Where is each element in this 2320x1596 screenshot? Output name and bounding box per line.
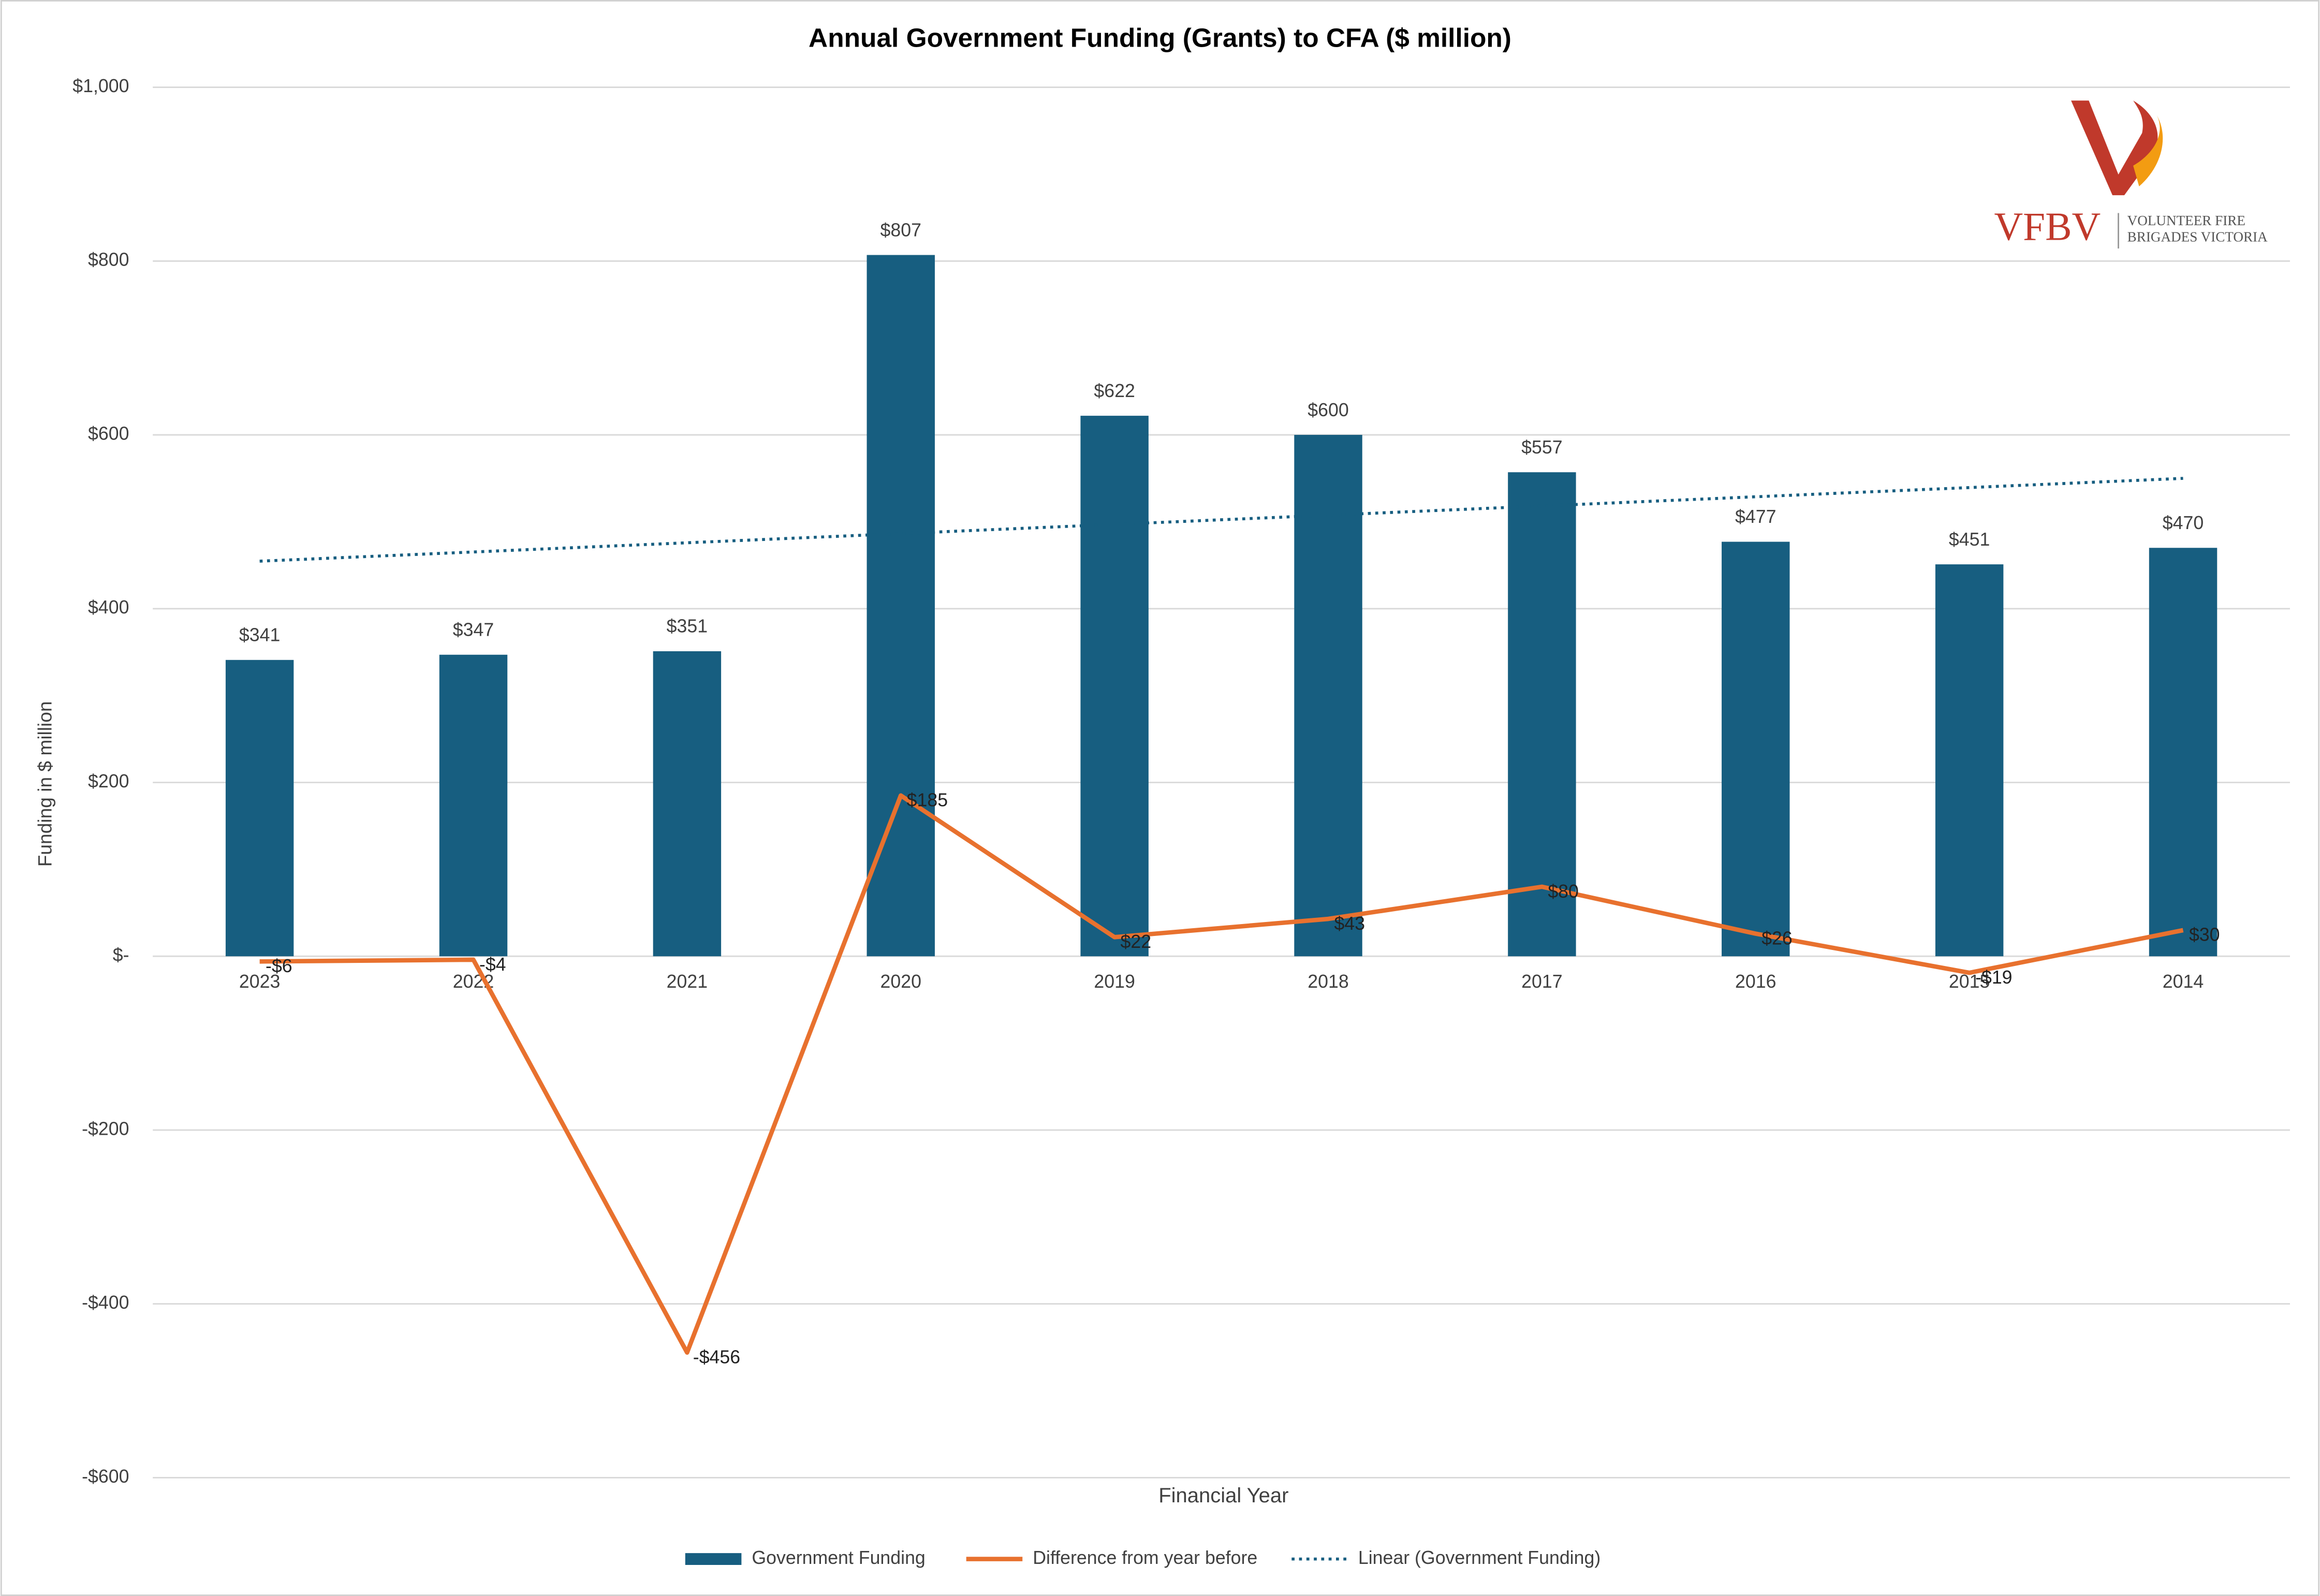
logo-flame [2133,115,2163,187]
line-value-label: -$6 [266,956,292,976]
bar-value-label: $451 [1949,529,1990,550]
line-value-label: $80 [1548,881,1579,902]
x-tick-label: 2020 [880,971,921,992]
logo: VFBV VOLUNTEER FIRE BRIGADES VICTORIA [1994,100,2268,248]
bar [1080,416,1149,957]
x-tick-label: 2017 [1521,971,1562,992]
line-value-label: $43 [1334,913,1365,934]
bar [653,651,722,957]
logo-line: BRIGADES VICTORIA [2127,229,2268,244]
bar [439,654,508,957]
legend-label: Linear (Government Funding) [1358,1547,1600,1568]
legend-swatch [685,1553,742,1565]
bar [1935,564,2004,957]
y-tick-label: -$200 [82,1118,129,1139]
bar-value-label: $347 [453,619,494,640]
chart-title: Annual Government Funding (Grants) to CF… [809,23,1511,53]
bar [867,255,935,957]
y-tick-label: $400 [88,597,129,618]
bar-value-label: $477 [1735,506,1776,527]
line-value-label: $22 [1121,931,1152,952]
y-tick-label: $800 [88,250,129,270]
legend-label: Government Funding [752,1547,925,1568]
trendline [259,477,2183,563]
x-tick-label: 2014 [2163,971,2204,992]
line-value-label: $185 [907,790,948,811]
line [259,793,2184,1355]
y-tick-label: $200 [88,771,129,792]
line-value-label: -$4 [479,954,506,975]
x-tick-label: 2016 [1735,971,1776,992]
x-tick-label: 2021 [667,971,708,992]
bar [1722,541,1790,957]
bar-value-label: $341 [239,625,280,646]
x-tick-label: 2018 [1308,971,1348,992]
x-tick-label: 2023 [239,971,280,992]
line-value-label: -$456 [693,1347,740,1368]
bar [225,660,294,957]
y-tick-label: $1,000 [72,76,129,96]
line-value-label: -$19 [1975,967,2012,988]
line-value-label: $26 [1761,928,1793,948]
bar-value-label: $470 [2163,513,2204,533]
bar [2149,548,2218,957]
logo-text: VFBV [1994,204,2101,248]
x-axis-label: Financial Year [1158,1484,1288,1507]
line-value-label: $30 [2189,925,2220,945]
y-tick-label: $600 [88,423,129,444]
y-axis-label: Funding in $ million [34,701,55,867]
y-tick-label: -$400 [82,1292,129,1313]
bar-value-label: $351 [667,616,708,637]
logo-line: VOLUNTEER FIRE [2127,213,2245,228]
x-tick-label: 2019 [1094,971,1135,992]
bar-value-label: $600 [1308,400,1348,420]
bar [1294,435,1362,957]
bar [1508,472,1576,957]
y-tick-label: $- [113,945,129,965]
legend-label: Difference from year before [1033,1547,1257,1568]
y-tick-label: -$600 [82,1466,129,1487]
bar-value-label: $807 [880,219,921,240]
bar-value-label: $622 [1094,380,1135,401]
bar-value-label: $557 [1521,437,1562,458]
